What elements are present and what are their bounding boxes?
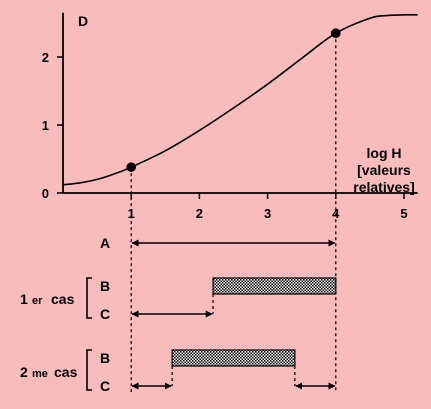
y-tick-label: 2 bbox=[42, 50, 49, 65]
x-tick-label: 2 bbox=[196, 206, 203, 221]
y-axis-label: D bbox=[78, 13, 88, 29]
range-label-c: C bbox=[100, 378, 110, 394]
range-bar-b bbox=[171, 349, 296, 367]
case-1-bracket bbox=[86, 277, 92, 319]
x-tick-label: 4 bbox=[332, 206, 340, 221]
case-1-suffix: er bbox=[32, 295, 43, 307]
y-tick-label: 0 bbox=[42, 186, 49, 201]
range-label-b: B bbox=[100, 350, 110, 366]
x-axis-label-line-3: relatives] bbox=[353, 179, 414, 195]
plot-area: 1 2 3 4 5 0 1 2 D log H [valeurs relatives] bbox=[42, 12, 418, 392]
case-2-word: cas bbox=[54, 364, 78, 380]
data-point bbox=[126, 162, 136, 172]
x-axis-label-line-2: [valeurs bbox=[357, 162, 411, 178]
range-bar-b bbox=[212, 277, 337, 295]
case-1-number: 1 bbox=[20, 291, 28, 307]
y-tick-label: 1 bbox=[42, 118, 49, 133]
series-line bbox=[62, 13, 418, 186]
range-label-c: C bbox=[100, 306, 110, 322]
range-label-a: A bbox=[100, 235, 110, 251]
y-axis-ticks: 0 1 2 bbox=[42, 50, 63, 201]
x-tick-label: 5 bbox=[400, 206, 407, 221]
data-point bbox=[331, 28, 341, 38]
case-2-suffix: me bbox=[32, 368, 48, 380]
x-tick-label: 3 bbox=[264, 206, 271, 221]
data-points bbox=[126, 28, 341, 172]
x-axis-ticks: 1 2 3 4 5 bbox=[128, 193, 408, 221]
x-tick-label: 1 bbox=[128, 206, 135, 221]
case-2-number: 2 bbox=[20, 364, 28, 380]
x-axis-label-line-1: log H bbox=[367, 145, 402, 161]
case-1-word: cas bbox=[51, 291, 75, 307]
guide-lines bbox=[130, 33, 337, 392]
range-label-b: B bbox=[100, 278, 110, 294]
case-2-bracket bbox=[86, 349, 92, 391]
